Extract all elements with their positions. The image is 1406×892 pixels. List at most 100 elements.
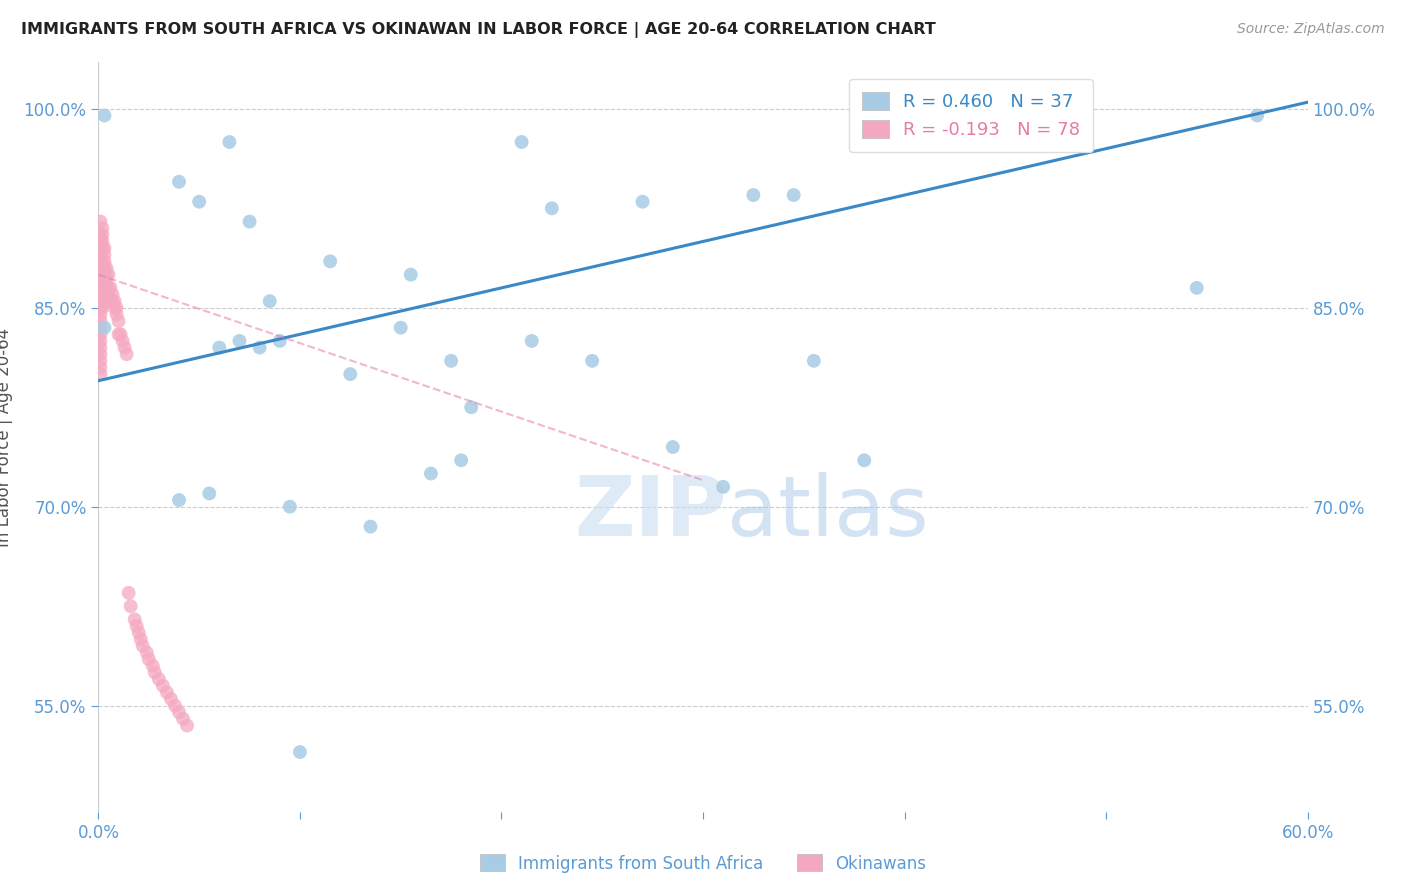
Point bbox=[129, 632, 152, 647]
Point bbox=[89, 254, 111, 268]
Point bbox=[101, 294, 124, 309]
Point bbox=[540, 202, 562, 216]
Point bbox=[176, 718, 198, 732]
Point bbox=[208, 341, 231, 355]
Point bbox=[96, 274, 118, 288]
Text: atlas: atlas bbox=[727, 472, 929, 552]
Point bbox=[89, 227, 111, 242]
Point bbox=[853, 453, 876, 467]
Point bbox=[93, 254, 115, 268]
Point bbox=[188, 194, 211, 209]
Point bbox=[103, 294, 125, 309]
Point bbox=[167, 705, 190, 719]
Point bbox=[111, 334, 134, 348]
Point bbox=[89, 235, 111, 249]
Point bbox=[125, 619, 148, 633]
Point bbox=[89, 320, 111, 334]
Point bbox=[148, 672, 170, 686]
Point bbox=[259, 294, 281, 309]
Point bbox=[249, 341, 271, 355]
Point bbox=[132, 639, 155, 653]
Point bbox=[581, 354, 603, 368]
Legend: R = 0.460   N = 37, R = -0.193   N = 78: R = 0.460 N = 37, R = -0.193 N = 78 bbox=[849, 79, 1092, 152]
Point bbox=[661, 440, 683, 454]
Text: ZIP: ZIP bbox=[575, 472, 727, 552]
Point bbox=[138, 652, 160, 666]
Text: IMMIGRANTS FROM SOUTH AFRICA VS OKINAWAN IN LABOR FORCE | AGE 20-64 CORRELATION : IMMIGRANTS FROM SOUTH AFRICA VS OKINAWAN… bbox=[21, 22, 936, 38]
Point bbox=[100, 281, 122, 295]
Point bbox=[128, 625, 150, 640]
Point bbox=[93, 320, 115, 334]
Point bbox=[96, 268, 118, 282]
Point bbox=[110, 327, 132, 342]
Point bbox=[399, 268, 422, 282]
Point bbox=[89, 268, 111, 282]
Point bbox=[520, 334, 543, 348]
Point bbox=[360, 519, 382, 533]
Point bbox=[89, 241, 111, 255]
Point bbox=[93, 248, 115, 262]
Point bbox=[89, 341, 111, 355]
Point bbox=[105, 307, 128, 321]
Point bbox=[89, 287, 111, 301]
Point bbox=[89, 248, 111, 262]
Point bbox=[389, 320, 412, 334]
Point bbox=[89, 327, 111, 342]
Point bbox=[89, 347, 111, 361]
Text: Source: ZipAtlas.com: Source: ZipAtlas.com bbox=[1237, 22, 1385, 37]
Point bbox=[156, 685, 179, 699]
Point bbox=[228, 334, 250, 348]
Point bbox=[107, 327, 129, 342]
Point bbox=[135, 646, 157, 660]
Point bbox=[89, 360, 111, 375]
Point bbox=[97, 281, 120, 295]
Point bbox=[91, 241, 114, 255]
Point bbox=[91, 268, 114, 282]
Point bbox=[142, 658, 165, 673]
Point bbox=[339, 367, 361, 381]
Point bbox=[319, 254, 342, 268]
Point bbox=[803, 354, 825, 368]
Point bbox=[172, 712, 194, 726]
Point bbox=[631, 194, 654, 209]
Point bbox=[118, 586, 141, 600]
Point bbox=[89, 214, 111, 228]
Point bbox=[460, 401, 482, 415]
Point bbox=[167, 175, 190, 189]
Point bbox=[269, 334, 291, 348]
Point bbox=[120, 599, 142, 614]
Point bbox=[783, 188, 806, 202]
Point bbox=[89, 260, 111, 275]
Point bbox=[103, 301, 125, 315]
Point bbox=[97, 268, 120, 282]
Point bbox=[89, 314, 111, 328]
Point bbox=[163, 698, 186, 713]
Point bbox=[278, 500, 301, 514]
Point bbox=[97, 287, 120, 301]
Point bbox=[89, 274, 111, 288]
Point bbox=[105, 301, 128, 315]
Point bbox=[152, 679, 174, 693]
Point bbox=[114, 341, 136, 355]
Point bbox=[89, 354, 111, 368]
Point bbox=[91, 235, 114, 249]
Point bbox=[91, 260, 114, 275]
Point bbox=[218, 135, 240, 149]
Point bbox=[1185, 281, 1208, 295]
Point bbox=[239, 214, 262, 228]
Point bbox=[1246, 108, 1268, 122]
Point bbox=[91, 294, 114, 309]
Point bbox=[440, 354, 463, 368]
Point bbox=[167, 493, 190, 508]
Point bbox=[91, 301, 114, 315]
Point bbox=[91, 281, 114, 295]
Point bbox=[107, 314, 129, 328]
Point bbox=[100, 294, 122, 309]
Point bbox=[89, 367, 111, 381]
Point bbox=[89, 294, 111, 309]
Point bbox=[91, 254, 114, 268]
Point bbox=[510, 135, 533, 149]
Point bbox=[89, 334, 111, 348]
Point bbox=[288, 745, 311, 759]
Point bbox=[93, 108, 115, 122]
